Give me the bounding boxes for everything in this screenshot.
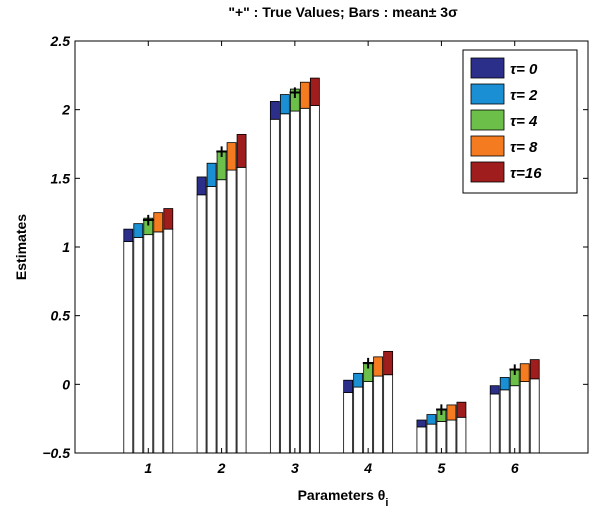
x-tick-label-1: 1 xyxy=(144,460,152,476)
true-value-marker-4: + xyxy=(361,353,375,373)
y-tick-label-4: 1.5 xyxy=(51,170,71,186)
y-tick-label-2: 0.5 xyxy=(51,308,71,324)
legend-label-1: τ= 0 xyxy=(510,61,538,78)
x-tick-label-5: 5 xyxy=(438,460,446,476)
bar-base-2-5 xyxy=(426,423,437,454)
bar-base-3-1 xyxy=(143,234,154,454)
x-tick-label-4: 4 xyxy=(363,460,372,476)
legend-swatch-2 xyxy=(470,83,505,105)
bar-interval-5-4 xyxy=(383,350,394,376)
bar-base-3-3 xyxy=(289,110,300,454)
legend-label-4: τ= 8 xyxy=(510,139,538,156)
bar-interval-1-5 xyxy=(416,419,427,428)
bar-interval-2-4 xyxy=(353,372,364,388)
bars-layer xyxy=(123,77,540,454)
x-tick-label-6: 6 xyxy=(511,460,519,476)
bar-base-4-5 xyxy=(446,419,457,454)
bar-base-2-1 xyxy=(133,236,144,454)
bar-interval-4-2 xyxy=(226,142,237,171)
x-axis-label: Parameters θi xyxy=(298,487,389,509)
bar-base-1-1 xyxy=(123,241,134,454)
bar-interval-1-6 xyxy=(489,385,500,395)
bar-interval-3-1 xyxy=(143,217,154,236)
bar-base-4-6 xyxy=(519,381,530,454)
bar-interval-5-5 xyxy=(456,401,467,418)
bar-interval-4-4 xyxy=(373,356,384,377)
bar-interval-4-5 xyxy=(446,404,457,421)
bar-interval-5-6 xyxy=(529,359,540,380)
legend-label-5: τ=16 xyxy=(510,165,542,182)
chart-title: "+" : True Values; Bars : mean± 3σ xyxy=(228,4,458,20)
true-value-marker-3: + xyxy=(288,83,302,103)
bar-base-4-4 xyxy=(373,375,384,454)
bar-interval-2-5 xyxy=(426,414,437,425)
bar-base-5-4 xyxy=(383,374,394,454)
bar-base-4-3 xyxy=(299,107,310,454)
true-value-markers: + + + + + + xyxy=(141,83,522,420)
bar-base-5-6 xyxy=(529,378,540,454)
bar-base-3-6 xyxy=(509,385,520,454)
bar-interval-3-4 xyxy=(363,363,374,382)
legend-swatch-4 xyxy=(470,135,505,157)
x-tick-label-3: 3 xyxy=(291,460,299,476)
bar-base-1-6 xyxy=(489,393,500,454)
bar-interval-5-1 xyxy=(163,208,174,230)
legend-swatch-3 xyxy=(470,109,505,131)
bar-interval-4-3 xyxy=(299,81,310,109)
bar-base-5-2 xyxy=(236,166,247,454)
bar-base-1-3 xyxy=(269,118,280,454)
bar-interval-2-3 xyxy=(279,94,290,115)
bar-interval-1-4 xyxy=(343,379,354,393)
bar-interval-3-6 xyxy=(509,368,520,387)
bar-interval-3-3 xyxy=(289,88,300,112)
legend-label-3: τ= 4 xyxy=(510,113,538,130)
x-axis-label-subscript: i xyxy=(385,497,388,509)
y-tick-label-6: 2.5 xyxy=(50,33,71,49)
bar-base-4-1 xyxy=(153,231,164,454)
true-value-marker-6: + xyxy=(508,360,522,380)
bar-interval-5-2 xyxy=(236,133,247,168)
legend: τ= 0 τ= 2 τ= 4 τ= 8 τ=16 xyxy=(462,49,578,194)
x-tick-label-2: 2 xyxy=(217,460,226,476)
bar-interval-4-6 xyxy=(519,363,530,382)
bar-base-3-2 xyxy=(216,179,227,454)
bar-base-3-4 xyxy=(363,381,374,454)
bar-base-2-2 xyxy=(206,186,217,454)
bar-base-2-3 xyxy=(279,113,290,454)
bar-interval-3-2 xyxy=(216,150,227,181)
x-axis-label-main: Parameters θ xyxy=(298,487,386,503)
bar-base-1-2 xyxy=(196,194,207,454)
bar-interval-5-3 xyxy=(309,77,320,106)
legend-swatch-1 xyxy=(470,57,505,79)
true-value-marker-5: + xyxy=(434,400,448,420)
bar-base-5-5 xyxy=(456,416,467,454)
bar-base-2-4 xyxy=(353,386,364,454)
bar-base-1-5 xyxy=(416,426,427,454)
bar-base-2-6 xyxy=(499,389,510,454)
y-tick-label-0: −0.5 xyxy=(42,445,70,461)
legend-swatch-5 xyxy=(470,161,505,183)
bar-base-5-3 xyxy=(309,105,320,454)
axes: −0.5 0 0.5 1 1.5 2 2.5 1 2 3 4 5 6 xyxy=(42,33,589,476)
true-value-marker-1: + xyxy=(141,211,155,231)
bar-interval-2-2 xyxy=(206,162,217,187)
y-tick-label-5: 2 xyxy=(61,102,70,118)
y-tick-label-3: 1 xyxy=(62,239,70,255)
bar-interval-1-2 xyxy=(196,176,207,196)
bar-interval-2-1 xyxy=(133,223,144,238)
bar-base-1-4 xyxy=(343,392,354,454)
bar-interval-1-3 xyxy=(269,101,280,120)
true-value-marker-2: + xyxy=(214,142,228,162)
y-tick-label-1: 0 xyxy=(62,376,70,392)
bar-base-5-1 xyxy=(163,228,174,454)
bar-interval-1-1 xyxy=(123,228,134,242)
y-axis-label: Estimates xyxy=(13,214,29,280)
bar-interval-3-5 xyxy=(436,408,447,422)
bar-interval-4-1 xyxy=(153,212,164,233)
bar-base-4-2 xyxy=(226,169,237,454)
legend-label-2: τ= 2 xyxy=(510,87,538,104)
bar-interval-2-6 xyxy=(499,377,510,391)
